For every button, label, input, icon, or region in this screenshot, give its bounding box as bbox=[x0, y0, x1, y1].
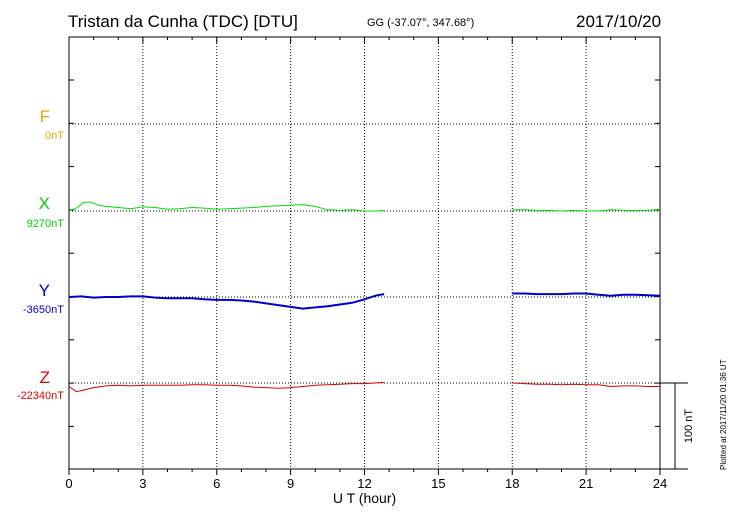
x-tick-label: 3 bbox=[139, 476, 146, 491]
x-tick-label: 6 bbox=[213, 476, 220, 491]
chart-date: 2017/10/20 bbox=[576, 12, 662, 31]
series-line-z bbox=[68, 381, 660, 393]
baseline-label-x: 9270nT bbox=[26, 218, 64, 230]
x-tick-label: 21 bbox=[579, 476, 593, 491]
x-tick-label: 24 bbox=[653, 476, 667, 491]
x-tick-label: 15 bbox=[431, 476, 445, 491]
baseline-label-y: -3650nT bbox=[23, 304, 64, 316]
baseline-label-z: -22340nT bbox=[16, 390, 64, 402]
series-name-y: Y bbox=[38, 281, 50, 300]
x-tick-label: 9 bbox=[287, 476, 294, 491]
scale-bar-label: 100 nT bbox=[683, 409, 695, 444]
baseline-label-f: 0nT bbox=[45, 130, 64, 142]
x-axis-label: U T (hour) bbox=[333, 490, 396, 506]
x-tick-label: 18 bbox=[505, 476, 519, 491]
x-tick-label: 12 bbox=[357, 476, 371, 491]
series-name-x: X bbox=[38, 194, 50, 213]
series-name-f: F bbox=[39, 107, 50, 126]
station-title: Tristan da Cunha (TDC) [DTU] bbox=[68, 12, 298, 31]
series-name-z: Z bbox=[39, 368, 50, 387]
x-tick-label: 0 bbox=[65, 476, 72, 491]
geo-coordinates: GG (-37.07°, 347.68°) bbox=[367, 17, 475, 29]
series-line-y bbox=[68, 292, 661, 310]
series-line-x bbox=[68, 201, 661, 212]
